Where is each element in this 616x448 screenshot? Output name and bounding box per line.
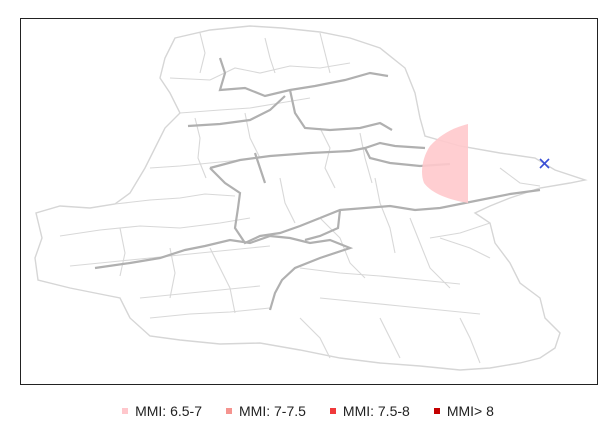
intensity-zone-mmi-6-5-7[interactable]: [422, 124, 468, 203]
legend: MMI: 6.5-7 MMI: 7-7.5 MMI: 7.5-8 MMI> 8: [0, 400, 616, 422]
legend-swatch-icon: [122, 408, 129, 414]
legend-label: MMI> 8: [446, 403, 494, 419]
region-outline: [34, 25, 588, 371]
legend-item-mmi-7-5-8: MMI: 7.5-8: [329, 403, 410, 419]
legend-label: MMI: 7.5-8: [342, 403, 410, 419]
district-map[interactable]: [20, 18, 598, 385]
legend-item-mmi-8: MMI> 8: [433, 403, 494, 419]
legend-label: MMI: 7-7.5: [239, 403, 306, 419]
legend-swatch-icon: [329, 408, 336, 414]
legend-item-mmi-6-5-7: MMI: 6.5-7: [122, 403, 202, 419]
legend-swatch-icon: [226, 408, 232, 414]
legend-swatch-icon: [433, 408, 440, 414]
major-boundaries: [94, 57, 541, 311]
legend-label: MMI: 6.5-7: [135, 403, 202, 419]
legend-item-mmi-7-7-5: MMI: 7-7.5: [226, 403, 306, 419]
epicenter-x-icon[interactable]: [539, 158, 550, 169]
